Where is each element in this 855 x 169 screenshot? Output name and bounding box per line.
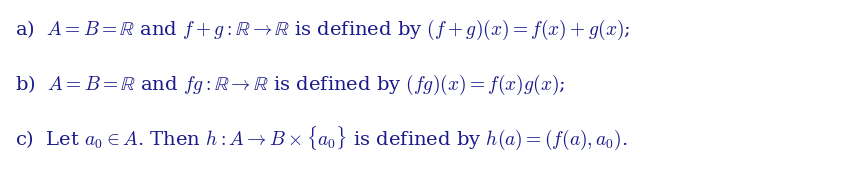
Text: c)  Let $a_0 \in A$. Then $h : A \rightarrow B \times \{a_0\}$ is defined by $h(: c) Let $a_0 \in A$. Then $h : A \rightar… (15, 125, 628, 152)
Text: b)  $A = B = \mathbb{R}$ and $fg : \mathbb{R} \rightarrow \mathbb{R}$ is defined: b) $A = B = \mathbb{R}$ and $fg : \mathb… (15, 73, 566, 96)
Text: a)  $A = B = \mathbb{R}$ and $f + g : \mathbb{R} \rightarrow \mathbb{R}$ is defi: a) $A = B = \mathbb{R}$ and $f + g : \ma… (15, 18, 631, 42)
